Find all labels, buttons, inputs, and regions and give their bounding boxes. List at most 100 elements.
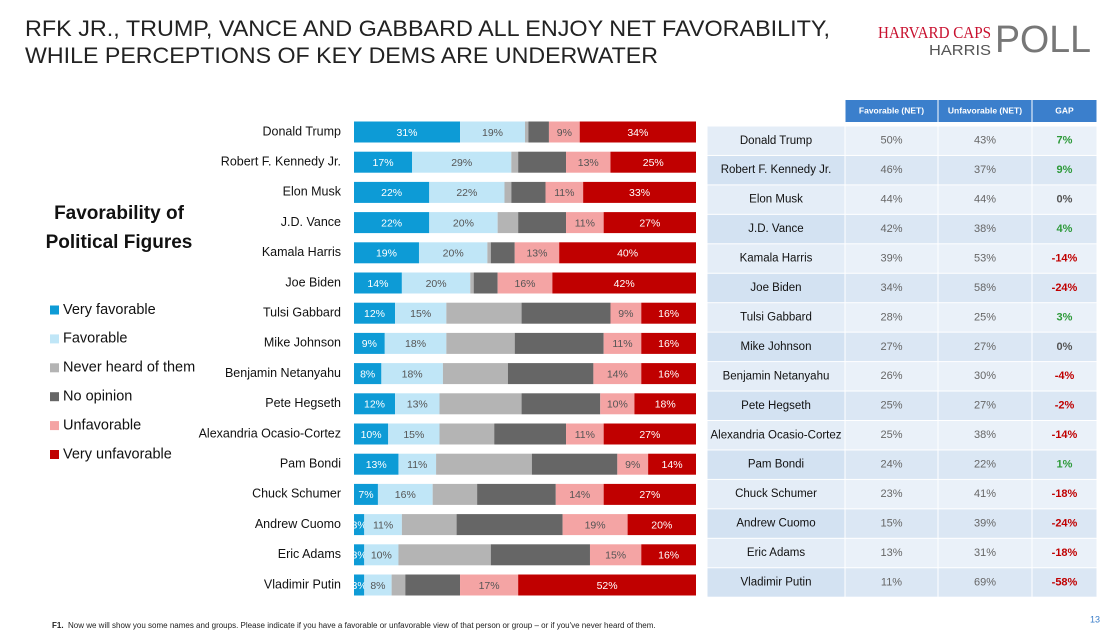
table-cell bbox=[845, 568, 938, 597]
value-label: 11% bbox=[373, 519, 393, 531]
table-cell bbox=[1032, 421, 1097, 450]
value-label: 10% bbox=[361, 429, 382, 441]
bar-segment bbox=[641, 332, 696, 354]
bar-segment bbox=[384, 332, 447, 354]
table-cell bbox=[938, 538, 1032, 568]
table-cell bbox=[1032, 303, 1097, 332]
table-row-label: Vladimir Putin bbox=[741, 577, 812, 589]
bar-segment bbox=[589, 544, 642, 566]
bar-segment bbox=[531, 453, 618, 475]
bar-segment bbox=[566, 151, 611, 173]
value-label: 29% bbox=[451, 157, 472, 169]
table-cell bbox=[707, 303, 845, 332]
value-label: 3% bbox=[352, 550, 367, 562]
legend-label: Favorable bbox=[63, 331, 127, 347]
value-label: 15% bbox=[605, 550, 626, 562]
table-cell bbox=[938, 244, 1032, 273]
table-value: 42% bbox=[880, 223, 902, 235]
table-cell bbox=[845, 155, 938, 185]
legend-label: No opinion bbox=[63, 389, 132, 405]
legend-swatch bbox=[50, 305, 59, 315]
table-cell bbox=[845, 185, 938, 214]
subtitle: Political Figures bbox=[46, 232, 193, 253]
table-cell bbox=[938, 391, 1032, 420]
bar-segment bbox=[391, 574, 406, 596]
table-cell bbox=[938, 362, 1032, 391]
bar-segment bbox=[354, 242, 419, 264]
table-value: -24% bbox=[1052, 517, 1078, 529]
bar-segment bbox=[354, 302, 396, 324]
bar-segment bbox=[456, 514, 563, 536]
table-value: 39% bbox=[880, 252, 902, 264]
bar-segment bbox=[610, 151, 696, 173]
table-cell bbox=[938, 332, 1032, 362]
table-value: 31% bbox=[974, 547, 996, 559]
table-cell bbox=[707, 391, 845, 420]
table-cell bbox=[707, 244, 845, 273]
table-value: 0% bbox=[1057, 341, 1073, 353]
bar-segment bbox=[477, 483, 556, 505]
title-line: WHILE PERCEPTIONS OF KEY DEMS ARE UNDERW… bbox=[25, 43, 658, 68]
table-cell bbox=[845, 421, 938, 450]
table-row-label: Donald Trump bbox=[740, 135, 812, 147]
table-cell bbox=[938, 214, 1032, 244]
bar-segment bbox=[354, 393, 396, 415]
category-label: Mike Johnson bbox=[264, 336, 341, 350]
table-cell bbox=[938, 155, 1032, 185]
value-label: 10% bbox=[607, 399, 628, 411]
value-label: 16% bbox=[514, 278, 535, 290]
table-value: 37% bbox=[974, 164, 996, 176]
value-label: 13% bbox=[407, 399, 428, 411]
value-label: 13% bbox=[578, 157, 599, 169]
bar-segment bbox=[603, 483, 696, 505]
bar-segment bbox=[641, 302, 696, 324]
legend-swatch bbox=[50, 450, 59, 459]
value-label: 14% bbox=[662, 459, 683, 471]
table-value: 23% bbox=[880, 488, 902, 500]
legend-label: Very favorable bbox=[63, 302, 156, 318]
category-label: Robert F. Kennedy Jr. bbox=[221, 154, 341, 168]
table-value: 7% bbox=[1057, 135, 1073, 147]
legend-swatch bbox=[50, 392, 59, 402]
bar-segment bbox=[364, 574, 392, 596]
category-label: Andrew Cuomo bbox=[255, 517, 341, 531]
value-label: 40% bbox=[617, 248, 638, 260]
value-label: 9% bbox=[625, 459, 640, 471]
value-label: 20% bbox=[453, 217, 474, 229]
value-label: 25% bbox=[643, 157, 664, 169]
value-label: 22% bbox=[456, 187, 477, 199]
table-cell bbox=[938, 185, 1032, 214]
bar-segment bbox=[490, 242, 515, 264]
value-label: 27% bbox=[639, 429, 660, 441]
value-label: 11% bbox=[575, 217, 595, 229]
bar-segment bbox=[521, 302, 611, 324]
value-label: 16% bbox=[658, 368, 679, 380]
bar-segment bbox=[521, 393, 601, 415]
bar-segment bbox=[566, 212, 604, 234]
value-label: 14% bbox=[607, 368, 628, 380]
table-value: 34% bbox=[880, 282, 902, 294]
table-cell bbox=[707, 509, 845, 538]
category-label: Elon Musk bbox=[283, 185, 342, 199]
bar-segment bbox=[405, 574, 461, 596]
value-label: 15% bbox=[410, 308, 431, 320]
category-label: J.D. Vance bbox=[281, 215, 341, 229]
category-label: Chuck Schumer bbox=[252, 487, 341, 501]
bar-segment bbox=[354, 483, 378, 505]
value-label: 33% bbox=[629, 187, 650, 199]
bar-segment bbox=[439, 393, 522, 415]
value-label: 31% bbox=[397, 127, 418, 139]
category-label: Vladimir Putin bbox=[264, 577, 341, 591]
table-value: 9% bbox=[1057, 164, 1073, 176]
bar-segment bbox=[603, 423, 696, 445]
table-cell bbox=[845, 391, 938, 420]
table-row-label: Elon Musk bbox=[749, 194, 803, 206]
table-cell bbox=[938, 126, 1032, 155]
bar-segment bbox=[354, 121, 461, 143]
value-label: 22% bbox=[381, 217, 402, 229]
table-cell bbox=[707, 273, 845, 303]
table-cell bbox=[1032, 185, 1097, 214]
bar-segment bbox=[377, 483, 433, 505]
table-value: -14% bbox=[1052, 252, 1078, 264]
legend-label: Unfavorable bbox=[63, 417, 141, 433]
